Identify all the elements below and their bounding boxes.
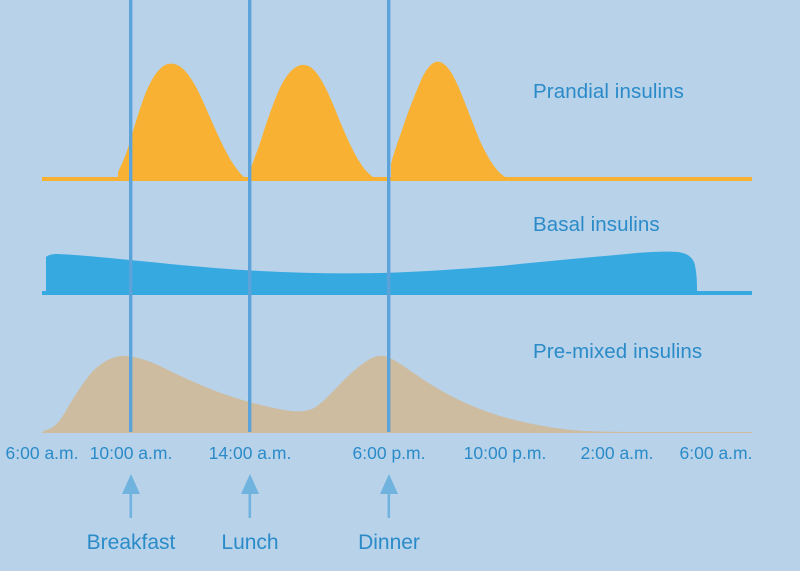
x-axis-tick-label: 10:00 a.m. xyxy=(89,443,173,463)
meal-marker-lines xyxy=(129,0,391,432)
premixed-insulin-curve xyxy=(42,355,752,433)
legend-label-pre-mixed-insulins: Pre-mixed insulins xyxy=(533,340,703,363)
meal-label-lunch: Lunch xyxy=(221,531,279,554)
x-axis-tick-label: 10:00 p.m. xyxy=(463,443,547,463)
meal-line-breakfast xyxy=(129,0,133,432)
arrow-dinner xyxy=(380,474,398,518)
meal-label-dinner: Dinner xyxy=(358,531,420,554)
prandial-insulin-area xyxy=(42,61,752,181)
meal-arrows xyxy=(122,474,398,518)
x-axis-tick-label: 6:00 a.m. xyxy=(5,443,79,463)
prandial-peak-lunch xyxy=(251,64,381,181)
meal-line-dinner xyxy=(387,0,391,432)
x-axis-tick-label: 6:00 p.m. xyxy=(352,443,426,463)
legend-label-prandial-insulins: Prandial insulins xyxy=(533,80,684,103)
basal-insulin-area xyxy=(42,251,752,295)
arrow-lunch xyxy=(241,474,259,518)
x-axis-tick-label: 2:00 a.m. xyxy=(580,443,654,463)
legend-label-basal-insulins: Basal insulins xyxy=(533,213,660,236)
basal-insulin-curve xyxy=(46,251,697,294)
arrow-breakfast xyxy=(122,474,140,518)
meal-label-breakfast: Breakfast xyxy=(86,531,176,554)
prandial-peak-dinner xyxy=(391,61,516,181)
x-axis-tick-label: 6:00 a.m. xyxy=(679,443,753,463)
prandial-peak-breakfast xyxy=(118,63,248,181)
x-axis-tick-label: 14:00 a.m. xyxy=(208,443,292,463)
meal-line-lunch xyxy=(248,0,252,432)
premixed-insulin-area xyxy=(42,355,752,433)
